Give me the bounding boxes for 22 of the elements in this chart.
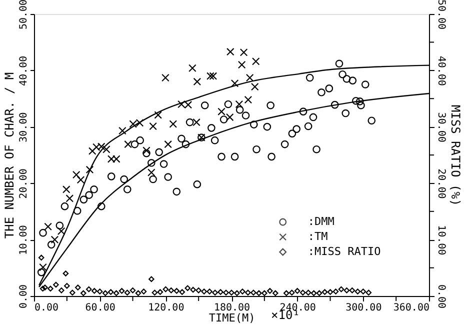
- x-tick-label: 60.00: [85, 302, 116, 314]
- y2-tick-label: 50.00: [436, 0, 446, 30]
- legend-label: :TM: [308, 230, 328, 243]
- x-axis-title: TIME(M): [208, 312, 256, 324]
- y-tick-label: 50.00: [18, 0, 30, 30]
- x-tick-label: 120.00: [148, 302, 184, 314]
- y-tick-label: 30.00: [18, 112, 30, 142]
- y-axis-title: THE NUMBER OF CHAR. / M: [2, 72, 16, 239]
- legend-label: :DMM: [308, 215, 335, 228]
- y2-tick-label: 10.00: [436, 225, 446, 256]
- y2-tick-label: 40.00: [436, 56, 446, 86]
- y-tick-label: 40.00: [18, 56, 30, 86]
- y2-tick-label: 30.00: [436, 112, 446, 142]
- x-tick-label: 360.00: [393, 302, 430, 314]
- legend-label: :MISS RATIO: [308, 245, 381, 258]
- y2-axis-title: MISS RATIO (%): [448, 104, 462, 206]
- x-tick-label: 300.00: [346, 302, 382, 314]
- x-tick-label: 180.00: [214, 302, 250, 314]
- y-tick-label: 20.00: [18, 168, 30, 199]
- y2-tick-label: 20.00: [436, 168, 446, 199]
- y-tick-label: 10.00: [18, 225, 30, 256]
- x-tick-label: 0.00: [34, 302, 59, 314]
